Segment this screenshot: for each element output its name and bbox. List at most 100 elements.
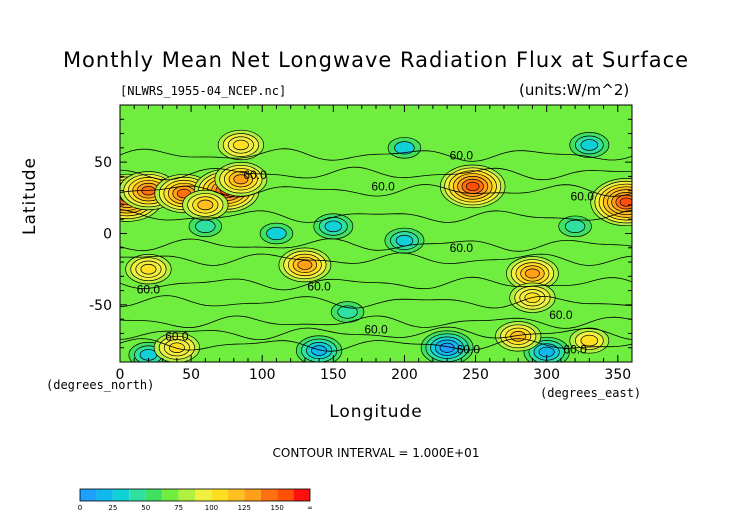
warm-region-level xyxy=(525,268,540,279)
warm-region-10 xyxy=(125,254,172,285)
contour-label: 60.0 xyxy=(563,342,587,356)
contour-label: 60.0 xyxy=(571,190,595,204)
colorbar-label: 0 xyxy=(78,504,82,512)
cold-region-3 xyxy=(558,215,592,238)
axes: 0 50 100 150 200 250 300 350 50 0 -50 xyxy=(89,104,633,383)
contour-label: 60.0 xyxy=(137,282,161,296)
x-tick-label: 200 xyxy=(391,367,418,383)
cold-region-level xyxy=(394,141,415,155)
cold-region-5 xyxy=(569,132,610,158)
colorbar-label: 50 xyxy=(141,504,150,512)
contour-line xyxy=(120,209,632,223)
cold-region-11 xyxy=(188,215,223,238)
contour-label: 60.0 xyxy=(307,280,331,294)
cold-region-7 xyxy=(420,330,474,362)
warm-region-13 xyxy=(495,321,542,352)
x-tick-label: 250 xyxy=(462,367,489,383)
cold-region-level xyxy=(564,219,586,233)
y-tick-label: -50 xyxy=(89,298,112,314)
warm-region-level xyxy=(232,139,249,151)
cold-region-level xyxy=(324,220,343,233)
colorbar-swatch xyxy=(293,489,310,501)
warm-region-12 xyxy=(217,129,265,161)
x-tick-label: 50 xyxy=(182,367,200,383)
contour-label: 60.0 xyxy=(457,342,481,356)
warm-region-level xyxy=(297,259,313,270)
colorbar-label: 75 xyxy=(174,504,183,512)
contour-line xyxy=(120,315,632,329)
y-tick-label: 0 xyxy=(103,227,112,243)
cold-region-0 xyxy=(384,227,425,254)
colorbar-label: ∞ xyxy=(307,504,313,512)
warm-region-8 xyxy=(278,247,332,283)
cold-region-8 xyxy=(295,335,343,362)
x-tick-label: 350 xyxy=(604,367,631,383)
warm-region-9 xyxy=(506,256,559,291)
warm-region-14 xyxy=(153,332,201,362)
x-axis-label: Longitude xyxy=(329,402,423,422)
colorbar-swatch xyxy=(211,489,228,501)
x-unit-label: (degrees_east) xyxy=(540,386,642,400)
cold-region-level xyxy=(311,345,328,356)
y-unit-label: (degrees_north) xyxy=(46,378,155,392)
chart-title: Monthly Mean Net Longwave Radiation Flux… xyxy=(62,48,690,72)
contour-line xyxy=(120,326,632,341)
warm-region-level xyxy=(140,263,157,275)
x-tick-label: 300 xyxy=(533,367,560,383)
plot-area xyxy=(120,105,632,362)
contour-line xyxy=(120,338,632,352)
contour-line xyxy=(120,148,632,162)
colorbar-label: 25 xyxy=(108,504,117,512)
cold-region-2 xyxy=(259,222,294,245)
contour-labels: 60.0 60.0 60.0 60.0 60.0 60.0 60.0 60.0 60.0 60.0… xyxy=(137,148,594,356)
colorbar-swatch xyxy=(260,489,278,501)
warm-region-level xyxy=(197,199,214,211)
cold-region-level xyxy=(395,234,414,247)
y-tick-label: 50 xyxy=(94,155,112,171)
colorbar-swatch xyxy=(178,489,195,501)
colorbar-label: 100 xyxy=(205,504,218,512)
x-tick-label: 150 xyxy=(320,367,347,383)
colorbar-swatch xyxy=(162,489,179,501)
colorbar-label: 150 xyxy=(270,504,283,512)
cold-region-6 xyxy=(330,301,365,323)
contour-line xyxy=(120,166,632,181)
cold-region-level xyxy=(580,139,599,151)
contour-label: 60.0 xyxy=(450,241,474,255)
colorbar-swatch xyxy=(227,489,245,501)
colorbar-swatch xyxy=(145,489,163,501)
contour-interval-note: CONTOUR INTERVAL = 1.000E+01 xyxy=(272,446,480,460)
warm-region-4 xyxy=(214,161,268,197)
colorbar-frame xyxy=(79,488,311,502)
colorbar-label: 125 xyxy=(238,504,251,512)
colorbar-swatch xyxy=(96,489,113,501)
cold-region-level xyxy=(337,305,358,319)
contour-line xyxy=(120,295,632,309)
warm-region-level xyxy=(619,197,632,207)
contour-label: 60.0 xyxy=(450,148,474,162)
colorbar-swatch xyxy=(277,489,294,501)
warm-region-7 xyxy=(590,178,632,227)
warm-region-level xyxy=(168,342,185,354)
colorbar: 0 25 50 75 100 125 150 ∞ xyxy=(78,488,313,512)
source-file-label: [NLWRS_1955-04_NCEP.nc] xyxy=(120,84,287,98)
contour-label: 60.0 xyxy=(165,330,189,344)
contour-label: 60.0 xyxy=(364,322,388,336)
colorbar-swatch xyxy=(112,489,130,501)
warm-region-level xyxy=(465,181,480,192)
contour-label: 60.0 xyxy=(243,168,267,182)
warm-region-level xyxy=(233,174,249,185)
warm-region-level xyxy=(580,334,599,347)
contour-line xyxy=(120,238,632,252)
x-tick-label: 0 xyxy=(116,367,125,383)
contour-label: 60.0 xyxy=(371,180,395,194)
contour-lines xyxy=(120,148,632,352)
colorbar-swatch xyxy=(80,489,97,501)
colorbar-swatch xyxy=(129,489,146,501)
warm-region-5 xyxy=(182,189,229,221)
units-label: (units:W/m^2) xyxy=(519,81,630,99)
cold-region-10 xyxy=(128,341,169,362)
x-tick-label: 100 xyxy=(249,367,276,383)
cold-region-level xyxy=(266,226,287,241)
